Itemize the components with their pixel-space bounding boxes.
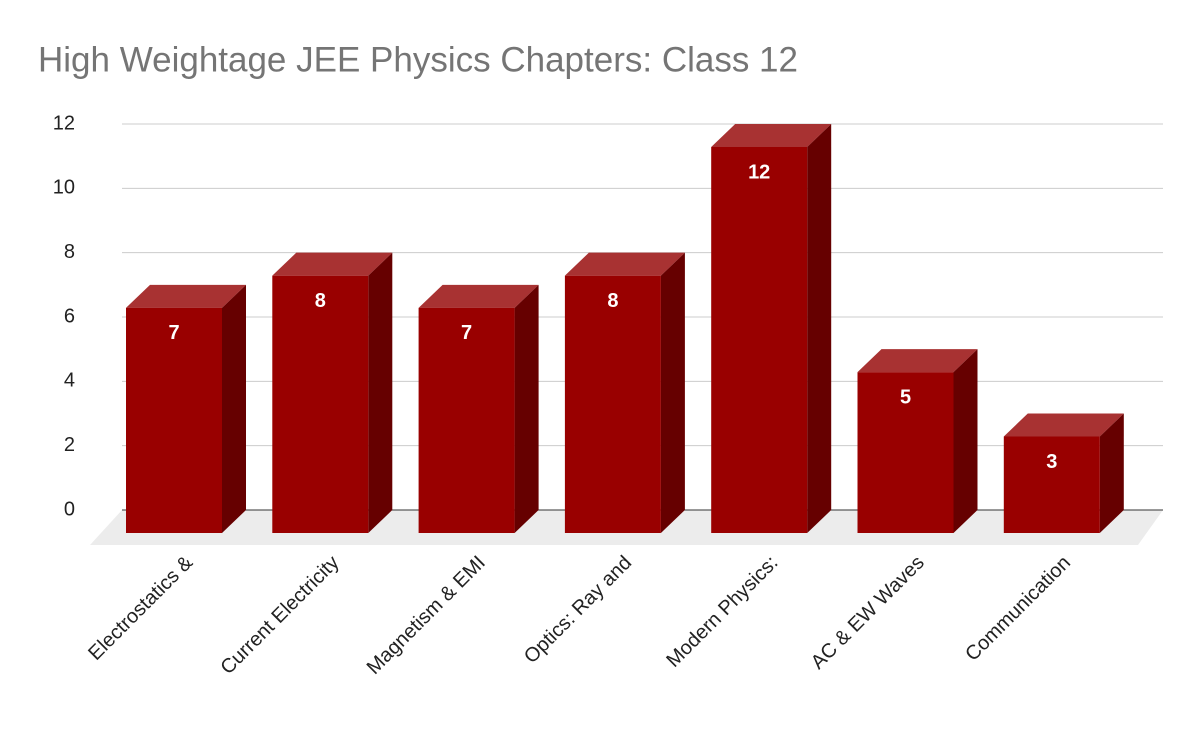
bar-top [564, 252, 685, 276]
x-tick-label: Current Electricity [216, 552, 343, 679]
y-tick-label: 2 [64, 434, 75, 456]
value-label: 12 [748, 161, 770, 183]
x-tick-label: Communication [961, 552, 1075, 666]
bar [126, 307, 222, 533]
x-tick-label: Electrostatics & [84, 551, 197, 664]
x-tick-label: Modern Physics: [662, 552, 782, 672]
y-tick-label: 0 [64, 498, 75, 520]
value-label: 5 [900, 386, 911, 408]
x-tick-label: AC & EW Waves [807, 552, 929, 674]
x-tick-label: Magnetism & EMI [363, 552, 490, 679]
bar-side [514, 284, 539, 533]
bar-side [222, 284, 246, 533]
y-tick-label: 4 [64, 370, 75, 392]
bar-top [272, 252, 393, 276]
bar [711, 147, 808, 533]
bar-side [368, 252, 393, 533]
bar-side [807, 124, 832, 533]
value-label: 7 [461, 322, 472, 344]
bar-top [418, 284, 539, 308]
value-label: 8 [607, 290, 618, 312]
bar [1003, 436, 1100, 533]
bar-top [126, 284, 246, 308]
bar [564, 275, 661, 533]
bar-side [1099, 413, 1124, 533]
value-label: 8 [315, 290, 326, 312]
value-label: 7 [168, 322, 179, 344]
chart-title: High Weightage JEE Physics Chapters: Cla… [38, 40, 798, 79]
bar-side [953, 349, 978, 533]
y-tick-label: 8 [64, 241, 75, 263]
y-tick-label: 6 [64, 305, 75, 327]
bar [272, 275, 369, 533]
y-tick-label: 12 [53, 112, 75, 134]
y-tick-label: 10 [53, 177, 75, 199]
bar-side [660, 252, 685, 533]
bar-top [1003, 413, 1124, 437]
value-label: 3 [1046, 451, 1057, 473]
x-tick-label: Optics: Ray and [520, 552, 636, 668]
bar-top [711, 124, 832, 147]
bar [857, 372, 954, 533]
bar [418, 307, 515, 533]
bar-top [857, 349, 978, 373]
